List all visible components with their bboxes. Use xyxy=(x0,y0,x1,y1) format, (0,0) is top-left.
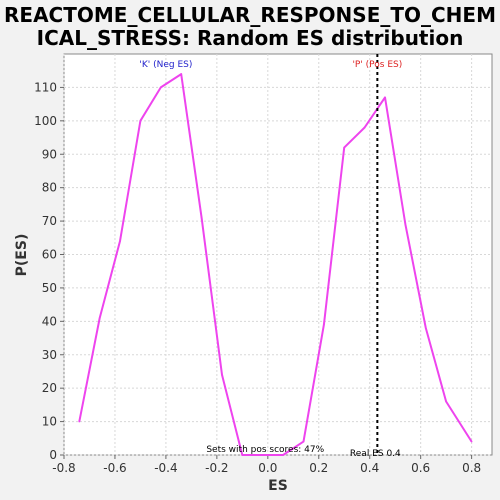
x-tick-label: -0.2 xyxy=(205,461,228,475)
data-point xyxy=(323,323,325,326)
x-tick-label: 0.4 xyxy=(360,461,379,475)
data-point xyxy=(139,120,142,122)
neg-es-label: 'K' (Neg ES) xyxy=(139,60,192,70)
y-tick-label: 10 xyxy=(42,415,57,429)
data-point xyxy=(200,216,203,219)
es-distribution-line xyxy=(78,73,473,456)
data-point xyxy=(78,420,81,423)
x-axis-label: ES xyxy=(268,478,288,494)
real-es-annotation: Real ES 0.4 xyxy=(350,449,401,459)
y-axis-label: P(ES) xyxy=(14,234,30,277)
y-tick-label: 110 xyxy=(34,80,57,94)
data-point xyxy=(343,146,346,149)
y-tick-label: 70 xyxy=(42,214,57,228)
data-point xyxy=(241,454,244,456)
y-tick-label: 50 xyxy=(42,281,57,295)
pos-es-label: 'P' (Pos ES) xyxy=(352,60,402,70)
y-tick-label: 20 xyxy=(42,381,57,395)
data-point xyxy=(404,223,407,226)
x-tick-label: 0.2 xyxy=(309,461,328,475)
y-tick-label: 30 xyxy=(42,348,57,362)
data-point xyxy=(180,73,182,75)
data-point xyxy=(384,96,386,99)
y-axis-ticks: 0 10 20 30 40 50 60 70 80 90 100 110 xyxy=(34,80,64,462)
x-tick-label: 0.8 xyxy=(462,461,481,475)
x-tick-label: 0.6 xyxy=(411,461,430,475)
x-tick-label: -0.4 xyxy=(154,461,177,475)
pos-scores-annotation: Sets with pos scores: 47% xyxy=(206,445,324,455)
y-tick-label: 0 xyxy=(49,448,57,462)
data-point xyxy=(445,400,447,403)
chart-title-line2: ICAL_STRESS: Random ES distribution xyxy=(37,26,464,50)
y-tick-label: 60 xyxy=(42,248,57,262)
x-tick-label: 0.0 xyxy=(258,461,277,475)
data-point xyxy=(424,327,427,329)
data-point xyxy=(221,374,223,376)
data-point xyxy=(160,86,162,89)
data-point xyxy=(261,454,264,456)
annotations: 'K' (Neg ES) 'P' (Pos ES) Sets with pos sc… xyxy=(139,54,402,459)
series-group xyxy=(78,73,473,456)
y-tick-label: 100 xyxy=(34,114,57,128)
data-point xyxy=(470,440,473,443)
data-point xyxy=(282,454,284,456)
data-point xyxy=(363,126,366,129)
chart-title-line1: REACTOME_CELLULAR_RESPONSE_TO_CHEM xyxy=(4,3,496,27)
x-axis-ticks: -0.8 -0.6 -0.4 -0.2 0.0 0.2 0.4 0.6 0.8 xyxy=(52,455,481,475)
data-point xyxy=(302,440,305,443)
data-point xyxy=(119,240,121,242)
x-tick-label: -0.8 xyxy=(52,461,75,475)
x-tick-label: -0.6 xyxy=(103,461,126,475)
y-tick-label: 90 xyxy=(42,147,57,161)
y-tick-label: 40 xyxy=(42,314,57,328)
y-tick-label: 80 xyxy=(42,181,57,195)
data-point xyxy=(98,317,101,319)
